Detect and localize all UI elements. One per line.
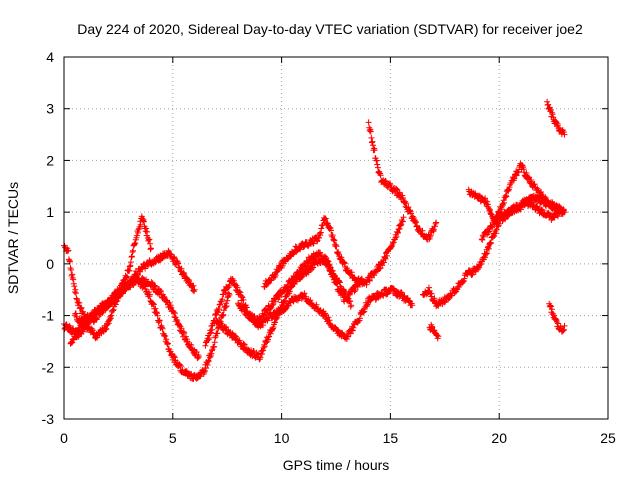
data-marks bbox=[61, 98, 568, 382]
scatter-marks bbox=[478, 196, 564, 243]
y-tick-label: 2 bbox=[46, 152, 54, 168]
y-tick-label: 3 bbox=[46, 101, 54, 117]
y-tick-label: -1 bbox=[42, 308, 55, 324]
x-tick-label: 20 bbox=[491, 430, 507, 446]
y-tick-label: 4 bbox=[46, 49, 54, 65]
x-axis-tick-labels: 0 5 10 15 20 25 bbox=[60, 430, 616, 446]
x-tick-label: 15 bbox=[383, 430, 399, 446]
chart-title: Day 224 of 2020, Sidereal Day-to-day VTE… bbox=[77, 21, 583, 37]
series-track-g bbox=[235, 285, 416, 342]
series-track-k bbox=[465, 160, 568, 224]
x-tick-label: 10 bbox=[274, 430, 290, 446]
scatter-marks bbox=[546, 300, 568, 335]
series-track-l bbox=[478, 196, 564, 243]
series-track-h bbox=[261, 214, 407, 290]
y-tick-label: 0 bbox=[46, 256, 54, 272]
scatter-marks bbox=[426, 321, 442, 342]
series-track-d bbox=[71, 213, 154, 342]
grid-lines bbox=[64, 57, 608, 419]
y-axis-tick-labels: -3 -2 -1 0 1 2 3 4 bbox=[42, 49, 55, 427]
scatter-marks bbox=[365, 119, 440, 243]
scatter-marks bbox=[213, 253, 355, 363]
x-tick-label: 25 bbox=[600, 430, 616, 446]
y-tick-label: -3 bbox=[42, 411, 55, 427]
y-tick-label: -2 bbox=[42, 359, 55, 375]
scatter-marks bbox=[465, 160, 568, 224]
y-tick-label: 1 bbox=[46, 204, 54, 220]
series-track-m bbox=[544, 98, 568, 138]
scatter-marks bbox=[71, 213, 154, 342]
x-axis-label: GPS time / hours bbox=[283, 457, 390, 473]
scatter-marks bbox=[261, 214, 407, 290]
x-tick-label: 5 bbox=[169, 430, 177, 446]
series-track-i bbox=[365, 119, 440, 243]
y-axis-label: SDTVAR / TECUs bbox=[5, 182, 21, 294]
x-tick-label: 0 bbox=[60, 430, 68, 446]
series-track-f bbox=[213, 253, 355, 363]
axis-ticks bbox=[63, 56, 609, 420]
series-track-o bbox=[426, 321, 442, 342]
plot-frame bbox=[63, 56, 609, 420]
series-track-n bbox=[546, 300, 568, 335]
scatter-marks bbox=[235, 285, 416, 342]
scatter-marks bbox=[544, 98, 568, 138]
